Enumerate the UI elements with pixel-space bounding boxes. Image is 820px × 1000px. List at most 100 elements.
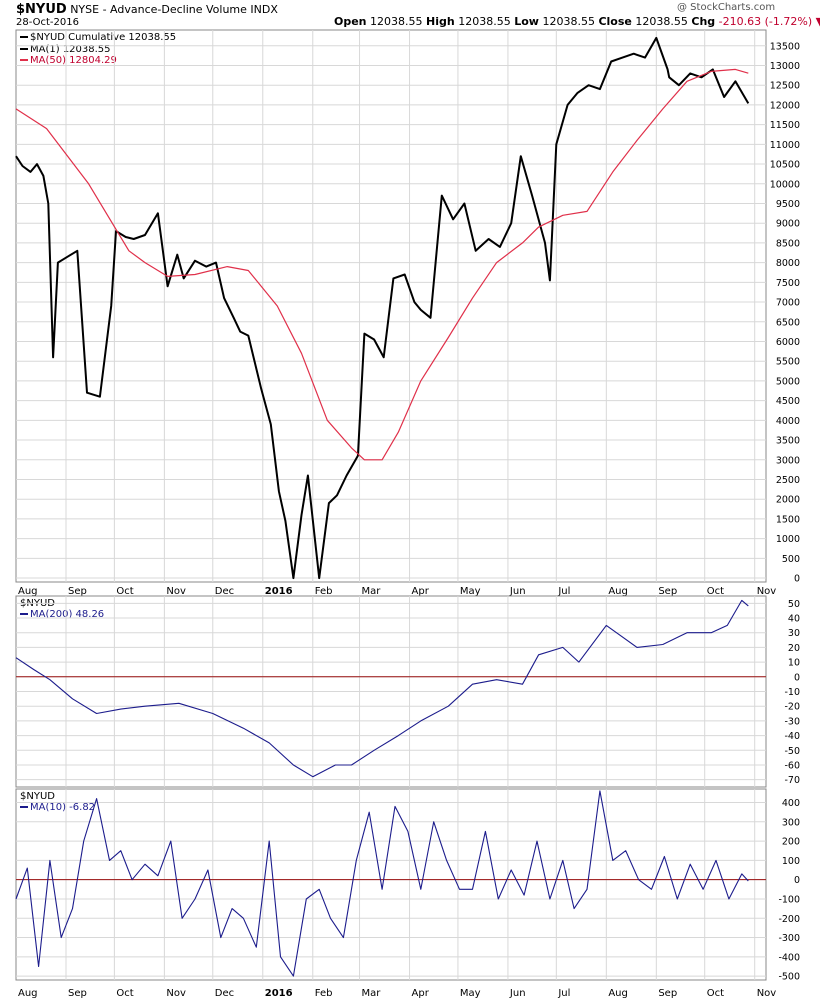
high-label: High xyxy=(426,15,455,28)
y-tick-label: 5000 xyxy=(776,376,800,387)
x-tick-label: Sep xyxy=(658,586,677,597)
y-tick-label: 11500 xyxy=(770,120,800,131)
y-tick-label: 10500 xyxy=(770,160,800,171)
open-label: Open xyxy=(334,15,367,28)
x-tick-label: May xyxy=(460,988,481,999)
y-tick-label: 1000 xyxy=(776,534,800,545)
y-tick-label: 0 xyxy=(794,574,800,585)
x-tick-label: Oct xyxy=(707,988,724,999)
y-tick-label: 9000 xyxy=(776,219,800,230)
low-value: 12038.55 xyxy=(542,15,595,28)
y-tick-label: 9500 xyxy=(776,199,800,210)
y-tick-label: 3000 xyxy=(776,455,800,466)
x-tick-label: Sep xyxy=(68,988,87,999)
x-tick-label: Nov xyxy=(757,586,777,597)
y-tick-label: 20 xyxy=(788,643,800,654)
x-tick-label: Sep xyxy=(658,988,677,999)
y-tick-label: 400 xyxy=(782,798,800,809)
legend-main-3: MA(50) 12804.29 xyxy=(20,55,117,66)
chg-label: Chg xyxy=(691,15,716,28)
open-value: 12038.55 xyxy=(370,15,423,28)
y-tick-label: -50 xyxy=(784,746,800,757)
y-tick-label: 0 xyxy=(794,875,800,886)
panel-2: -70 -60 -50 -40 -30 -20 -10 0 10 20 30 40 50 xyxy=(15,595,800,788)
y-tick-label: 2000 xyxy=(776,495,800,506)
y-tick-label: 12500 xyxy=(770,81,800,92)
x-tick-label: May xyxy=(460,586,481,597)
y-tick-label: -60 xyxy=(784,760,800,771)
down-arrow-icon: ▼ xyxy=(815,15,820,28)
x-tick-label: Oct xyxy=(116,988,133,999)
x-tick-label: 2016 xyxy=(265,586,293,597)
y-tick-label: 13000 xyxy=(770,61,800,72)
legend-p3-2: MA(10) -6.82 xyxy=(20,802,95,813)
y-tick-label: 2500 xyxy=(776,475,800,486)
y-tick-label: 12000 xyxy=(770,100,800,111)
y-tick-label: 13500 xyxy=(770,41,800,52)
ohlc-readout: Open 12038.55 High 12038.55 Low 12038.55… xyxy=(334,15,820,28)
y-tick-label: 5500 xyxy=(776,357,800,368)
y-tick-label: 7500 xyxy=(776,278,800,289)
symbol: $NYUD xyxy=(16,2,67,17)
y-tick-label: 0 xyxy=(794,672,800,683)
high-value: 12038.55 xyxy=(458,15,511,28)
x-tick-label: Nov xyxy=(166,586,186,597)
y-tick-label: 4000 xyxy=(776,416,800,427)
y-tick-label: 100 xyxy=(782,856,800,867)
x-tick-label: Aug xyxy=(18,586,38,597)
y-tick-label: -400 xyxy=(778,952,800,963)
y-tick-label: 10000 xyxy=(770,179,800,190)
x-tick-label: Apr xyxy=(412,988,430,999)
panel-frame xyxy=(15,788,767,981)
chart-date: 28-Oct-2016 xyxy=(16,17,79,28)
y-tick-label: -300 xyxy=(778,933,800,944)
y-tick-label: 3500 xyxy=(776,436,800,447)
x-tick-label: Mar xyxy=(362,988,382,999)
x-tick-label: Feb xyxy=(315,988,333,999)
legend-p3-1: $NYUD xyxy=(20,791,55,802)
y-tick-label: 300 xyxy=(782,817,800,828)
x-tick-label: Jul xyxy=(557,586,570,597)
x-tick-label: Jun xyxy=(509,988,526,999)
chart-header: $NYUD NYSE - Advance-Decline Volume INDX xyxy=(16,2,278,17)
y-tick-label: 7000 xyxy=(776,298,800,309)
x-tick-label: Aug xyxy=(608,988,628,999)
y-tick-label: 500 xyxy=(782,554,800,565)
series-ma-200- xyxy=(15,599,749,778)
y-tick-label: 6500 xyxy=(776,317,800,328)
legend-p2-2: MA(200) 48.26 xyxy=(20,609,104,620)
y-tick-label: 11000 xyxy=(770,140,800,151)
chg-value: -210.63 (-1.72%) xyxy=(718,15,813,28)
panel-1: 0 500 1000 1500 2000 2500 3000 3500 4000 4500 5000… xyxy=(15,29,800,597)
x-tick-label: Dec xyxy=(215,586,234,597)
series-ma-1- xyxy=(15,36,750,580)
y-tick-label: -10 xyxy=(784,687,800,698)
series-ma-50- xyxy=(15,68,749,461)
low-label: Low xyxy=(514,15,539,28)
y-tick-label: -200 xyxy=(778,914,800,925)
y-tick-label: -20 xyxy=(784,702,800,713)
x-tick-label: Jun xyxy=(509,586,526,597)
x-tick-label: Oct xyxy=(707,586,724,597)
legend-main-1: $NYUD Cumulative 12038.55 xyxy=(20,32,176,43)
panel-3: -500 -400 -300 -200 -100 0 100 200 300 400 Aug Sep O… xyxy=(15,788,800,999)
x-tick-label: Aug xyxy=(608,586,628,597)
y-tick-label: -40 xyxy=(784,731,800,742)
panel-frame xyxy=(15,29,767,583)
x-tick-label: Oct xyxy=(116,586,133,597)
y-tick-label: 8000 xyxy=(776,258,800,269)
y-tick-label: -100 xyxy=(778,894,800,905)
y-tick-label: 50 xyxy=(788,599,800,610)
y-tick-label: 40 xyxy=(788,614,800,625)
y-tick-label: -500 xyxy=(778,972,800,983)
x-tick-label: Aug xyxy=(18,988,38,999)
y-tick-label: 8500 xyxy=(776,238,800,249)
x-tick-label: Nov xyxy=(166,988,186,999)
y-tick-label: 4500 xyxy=(776,396,800,407)
y-tick-label: 30 xyxy=(788,628,800,639)
x-tick-label: Feb xyxy=(315,586,333,597)
y-tick-label: -30 xyxy=(784,716,800,727)
y-tick-label: 1500 xyxy=(776,514,800,525)
watermark: @ StockCharts.com xyxy=(677,2,776,13)
